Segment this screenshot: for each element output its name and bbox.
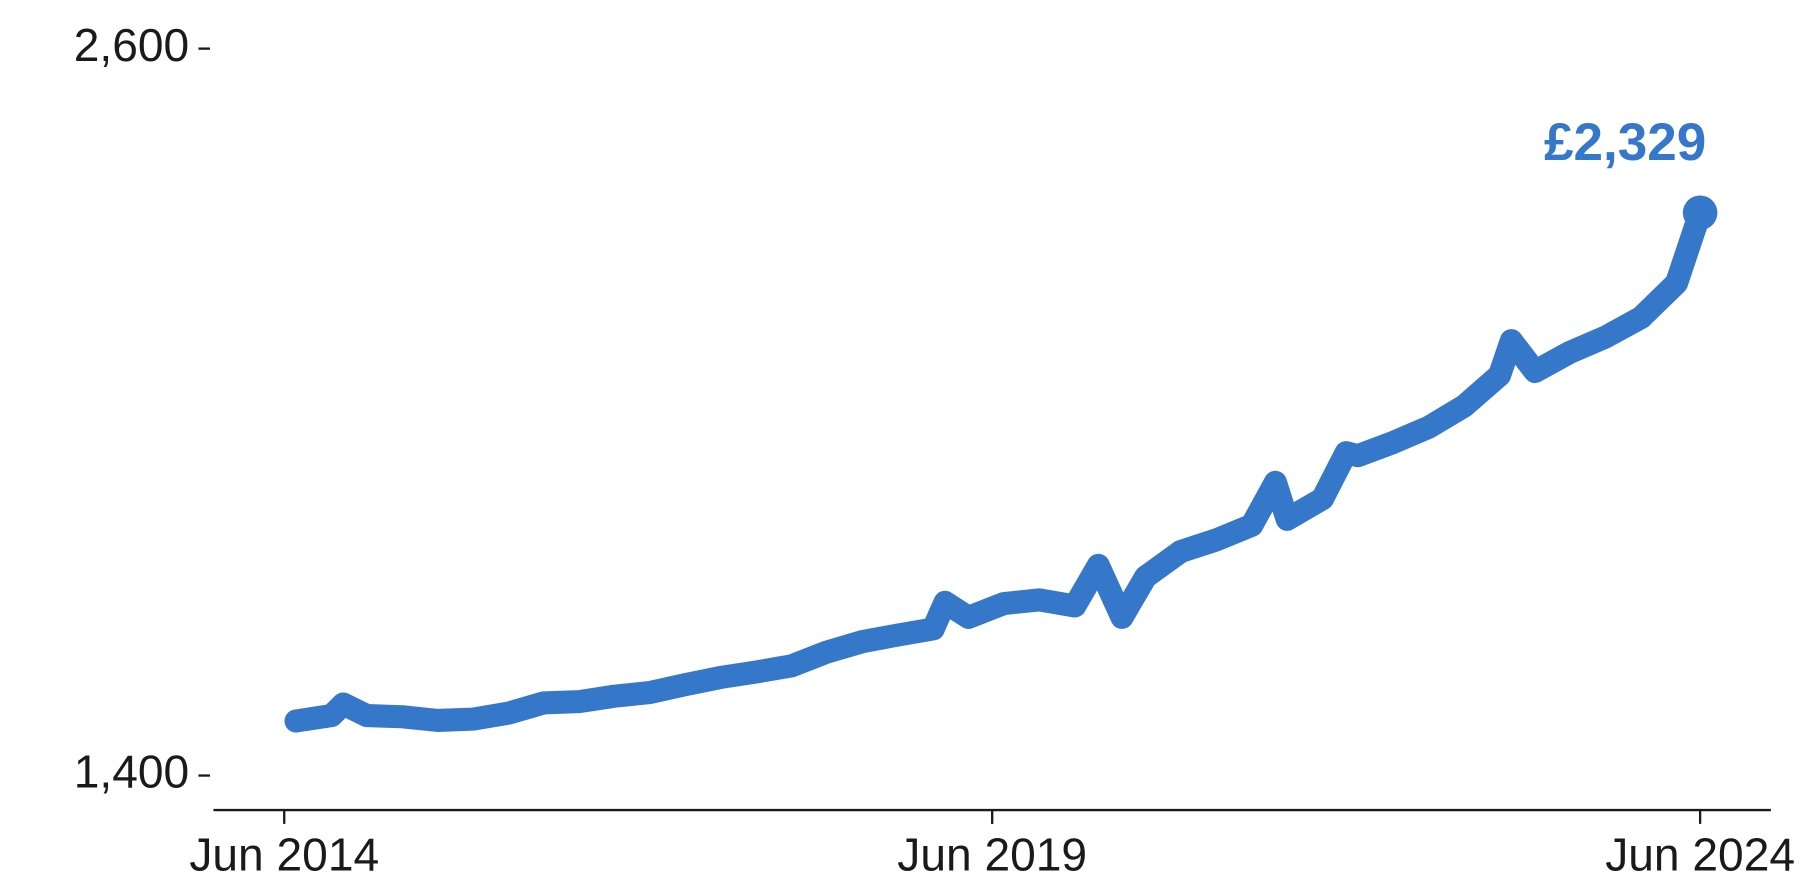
y-tick-label: 2,600	[74, 19, 189, 71]
x-tick-label: Jun 2014	[189, 829, 379, 881]
line	[284, 201, 1712, 733]
x-tick-label: Jun 2024	[1605, 829, 1795, 881]
x-tick-label: Jun 2019	[897, 829, 1087, 881]
y-tick-label: 1,400	[74, 746, 189, 798]
end-label: £2,329	[1544, 113, 1706, 172]
end-point	[1682, 195, 1718, 231]
